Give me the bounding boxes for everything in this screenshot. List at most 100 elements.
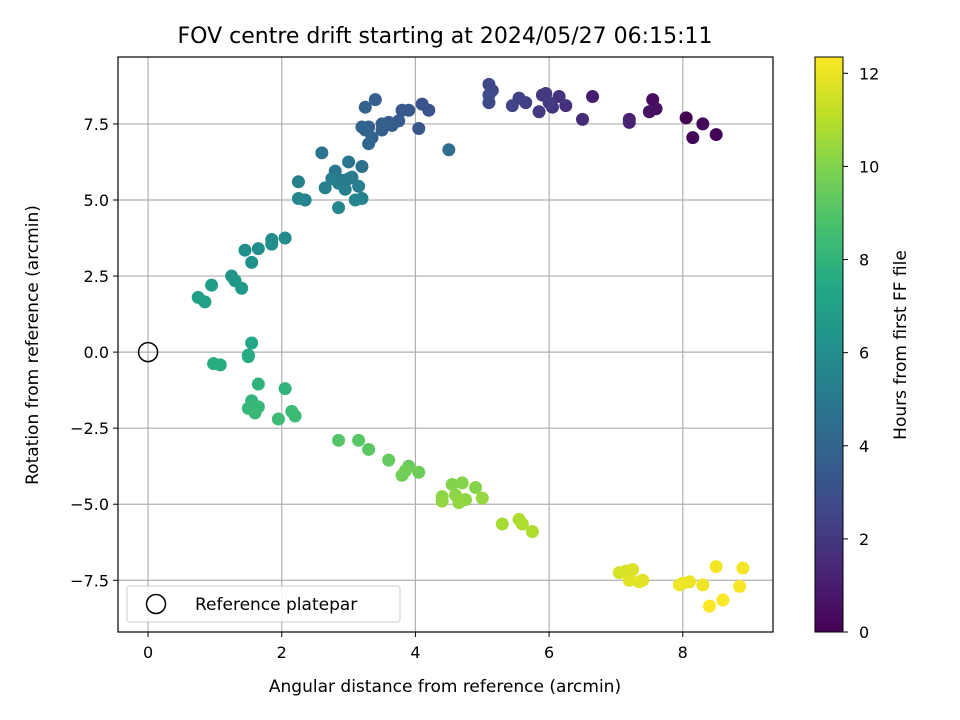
data-point (586, 90, 600, 104)
y-tick-label: 0.0 (84, 343, 109, 362)
data-point (626, 563, 640, 577)
data-point (682, 575, 696, 589)
x-tick-label: 6 (544, 643, 554, 662)
x-tick-label: 8 (678, 643, 688, 662)
data-point (362, 442, 376, 456)
data-point (525, 525, 539, 539)
data-point (622, 115, 636, 129)
data-point (235, 281, 249, 295)
data-point (398, 464, 412, 478)
data-point (375, 123, 389, 137)
y-tick-label: 7.5 (84, 115, 109, 134)
data-point (532, 105, 546, 119)
data-point (696, 117, 710, 131)
y-tick-label: −2.5 (70, 419, 109, 438)
data-point (452, 496, 466, 510)
grid-lines (118, 57, 773, 632)
data-point (355, 120, 369, 134)
data-point (679, 111, 693, 125)
colorbar-gradient (814, 56, 844, 633)
legend-marker-circle (145, 593, 167, 615)
data-point (412, 465, 426, 479)
chart-title: FOV centre drift starting at 2024/05/27 … (178, 24, 713, 49)
data-point (288, 409, 302, 423)
data-point (716, 593, 730, 607)
data-point (352, 179, 366, 193)
data-point (576, 112, 590, 126)
data-points (137, 77, 750, 613)
data-point (482, 77, 496, 91)
data-point (469, 480, 483, 494)
colorbar-tick-label: 2 (859, 530, 869, 549)
colorbar-tick-label: 12 (859, 64, 879, 83)
y-axis-label: Rotation from reference (arcmin) (23, 205, 43, 485)
data-point (542, 96, 556, 110)
data-point (475, 491, 489, 505)
data-point (213, 358, 227, 372)
data-point (332, 433, 346, 447)
data-point (455, 476, 469, 490)
x-axis-label: Angular distance from reference (arcmin) (269, 677, 621, 697)
data-point (445, 477, 459, 491)
data-point (278, 231, 292, 245)
data-point (415, 97, 429, 111)
data-point (245, 336, 259, 350)
data-point (251, 242, 265, 256)
data-point (238, 243, 252, 257)
data-point (703, 599, 717, 613)
axes: 0 2 4 6 8 −7.5 −5.0 −2.5 0.0 2.5 5.0 7.5 (70, 115, 688, 662)
data-point (395, 103, 409, 117)
legend-box (126, 585, 401, 623)
data-point (345, 170, 359, 184)
data-point (495, 517, 509, 531)
data-point (622, 573, 636, 587)
x-tick-label: 0 (143, 643, 153, 662)
data-point (642, 105, 656, 119)
data-point (348, 193, 362, 207)
data-point (412, 121, 426, 135)
colorbar-ticks: 0 2 4 6 8 10 12 (843, 64, 879, 642)
data-point (251, 377, 265, 391)
data-point (672, 578, 686, 592)
data-point (265, 237, 279, 251)
data-point (332, 201, 346, 215)
data-point (552, 90, 566, 104)
y-tick-label: −7.5 (70, 571, 109, 590)
data-point (362, 137, 376, 151)
data-point (358, 100, 372, 114)
data-point (686, 131, 700, 145)
data-point (696, 578, 710, 592)
data-point (515, 517, 529, 531)
data-point (368, 93, 382, 107)
data-point (355, 160, 369, 174)
colorbar-tick-label: 0 (859, 623, 869, 642)
data-point (198, 295, 212, 309)
data-point (709, 128, 723, 142)
data-point (278, 382, 292, 396)
data-point (382, 453, 396, 467)
reference-platepar-marker (137, 341, 159, 363)
plot-frame (117, 56, 774, 633)
data-point (442, 143, 456, 157)
colorbar-label: Hours from first FF file (891, 250, 911, 440)
data-point (291, 191, 305, 205)
colorbar-tick-label: 8 (859, 251, 869, 270)
colorbar: 0 2 4 6 8 10 12 Hours from first FF file (814, 56, 911, 642)
data-point (632, 575, 646, 589)
data-point (245, 255, 259, 269)
data-point (505, 99, 519, 113)
colorbar-tick-label: 6 (859, 344, 869, 363)
data-point (338, 182, 352, 196)
x-tick-label: 2 (277, 643, 287, 662)
data-point (352, 433, 366, 447)
colorbar-tick-label: 10 (859, 157, 879, 176)
data-point (318, 181, 332, 195)
data-point (482, 88, 496, 102)
x-tick-label: 4 (410, 643, 420, 662)
y-tick-label: −5.0 (70, 495, 109, 514)
data-point (291, 175, 305, 189)
legend[interactable]: Reference platepar (126, 585, 401, 623)
data-point (205, 278, 219, 292)
data-point (733, 579, 747, 593)
